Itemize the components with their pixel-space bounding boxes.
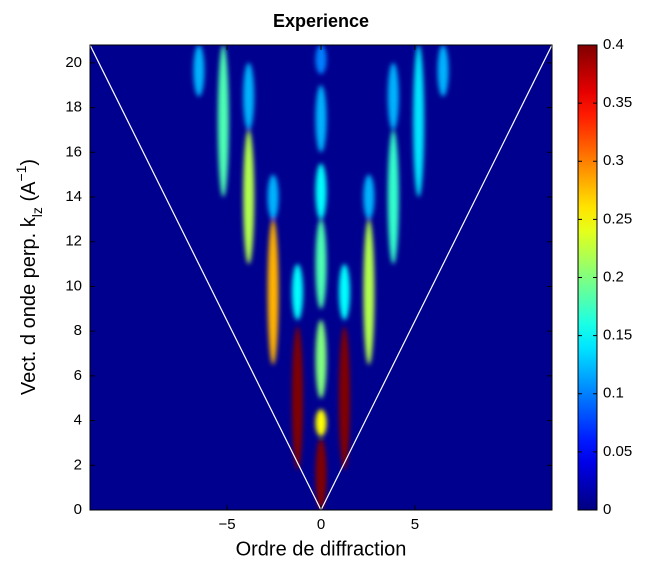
colorbar-tick-label: 0.4 <box>603 36 624 53</box>
y-tick-label: 14 <box>65 188 82 205</box>
streak <box>315 85 327 153</box>
guide-line <box>320 45 552 510</box>
streak <box>363 219 375 365</box>
streak <box>437 45 449 97</box>
y-tick-label: 4 <box>74 412 82 429</box>
streak <box>387 129 399 265</box>
streak <box>315 438 327 510</box>
streak <box>243 62 255 130</box>
colorbar-tick-label: 0.15 <box>603 327 632 344</box>
x-tick-label: 5 <box>411 516 419 533</box>
y-tick-label: 10 <box>65 277 82 294</box>
y-label-sub: lz <box>29 207 45 217</box>
streak <box>363 174 375 220</box>
colorbar-tick-label: 0.35 <box>603 94 632 111</box>
colorbar-tick-label: 0.05 <box>603 443 632 460</box>
y-tick-label: 6 <box>74 367 82 384</box>
streak <box>243 129 255 265</box>
plot-area <box>90 45 552 510</box>
streak <box>267 174 279 220</box>
x-axis-label: Ordre de diffraction <box>236 538 407 560</box>
y-label-text: Vect. d onde perp. k <box>18 216 40 395</box>
colorbar-tick-label: 0.1 <box>603 385 624 402</box>
streak <box>315 409 327 437</box>
colorbar-tick-label: 0.25 <box>603 210 632 227</box>
y-tick-label: 8 <box>74 322 82 339</box>
streak <box>413 45 425 198</box>
streak <box>292 264 304 320</box>
y-tick-label: 20 <box>65 54 82 71</box>
streak <box>315 219 327 309</box>
streak <box>338 326 350 470</box>
y-tick-label: 12 <box>65 233 82 250</box>
colorbar-tick-label: 0 <box>603 501 611 518</box>
guide-line <box>90 45 322 510</box>
y-label-end: ) <box>18 159 40 166</box>
streak <box>292 326 304 470</box>
streak <box>387 62 399 130</box>
y-tick-label: 16 <box>65 143 82 160</box>
colorbar-tick-label: 0.2 <box>603 268 624 285</box>
chart-title: Experience <box>273 11 369 31</box>
x-tick-label: −5 <box>219 516 236 533</box>
streak <box>315 319 327 399</box>
y-tick-label: 0 <box>74 501 82 518</box>
streak <box>193 45 205 97</box>
x-tick-label: 0 <box>317 516 325 533</box>
y-tick-label: 2 <box>74 456 82 473</box>
y-label-mid: (A <box>18 181 40 207</box>
y-axis-label: Vect. d onde perp. klz (A−1) <box>13 159 45 395</box>
streak <box>315 45 327 75</box>
y-tick-label: 18 <box>65 99 82 116</box>
streak <box>217 45 229 198</box>
colorbar-tick-label: 0.3 <box>603 152 624 169</box>
streak-layer <box>193 45 449 510</box>
streak <box>267 219 279 365</box>
y-label-sup: −1 <box>13 165 29 181</box>
streak <box>338 264 350 320</box>
streak <box>315 163 327 220</box>
